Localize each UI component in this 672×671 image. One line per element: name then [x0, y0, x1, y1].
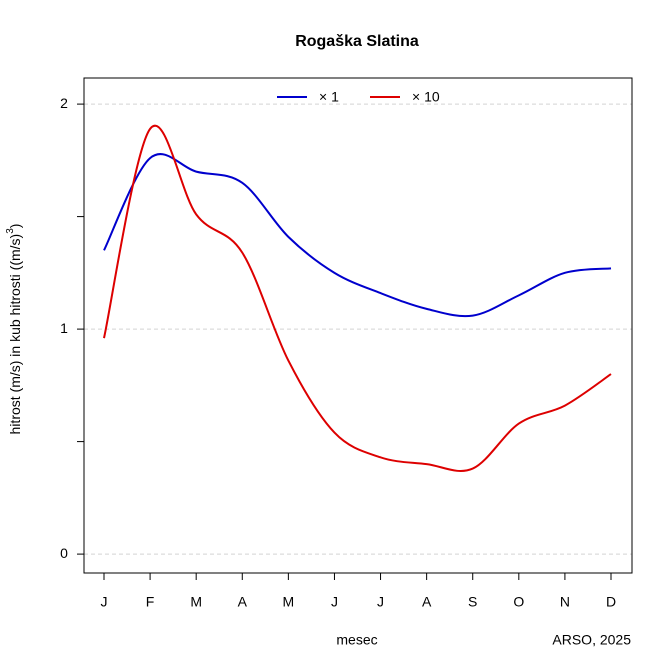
- x-tick-label: A: [422, 594, 432, 610]
- x-tick-label: N: [560, 594, 570, 610]
- y-tick-label: 2: [60, 95, 68, 111]
- x-tick-label: M: [283, 594, 295, 610]
- line: [103, 124, 612, 473]
- source: ARSO, 2025: [552, 632, 631, 648]
- chart-title: Rogaška Slatina: [295, 33, 419, 50]
- y-tick-label: 1: [60, 320, 68, 336]
- x-tick-label: M: [190, 594, 202, 610]
- y-tick-label: 0: [60, 545, 68, 561]
- plot-frame: [83, 77, 633, 574]
- y-axis-label: hitrost (m/s) in kub hitrosti ((m/s)3): [5, 224, 23, 435]
- legend-label: × 1: [319, 89, 339, 105]
- x-tick-label: J: [377, 594, 384, 610]
- x-axis-label: mesec: [336, 632, 377, 648]
- line: [103, 153, 612, 318]
- y-axis-label-sup: 3: [5, 228, 16, 234]
- x-tick-label: J: [331, 594, 338, 610]
- y-axis-label-main: hitrost (m/s) in kub hitrosti ((m/s): [7, 234, 23, 435]
- x-tick-label: A: [238, 594, 248, 610]
- x-tick-label: S: [468, 594, 477, 610]
- x-tick-label: J: [101, 594, 108, 610]
- legend-label: × 10: [412, 89, 440, 105]
- y-axis-label-end: ): [7, 224, 23, 229]
- x-tick-label: D: [606, 594, 616, 610]
- x-tick-label: F: [146, 594, 155, 610]
- x-tick-label: O: [513, 594, 524, 610]
